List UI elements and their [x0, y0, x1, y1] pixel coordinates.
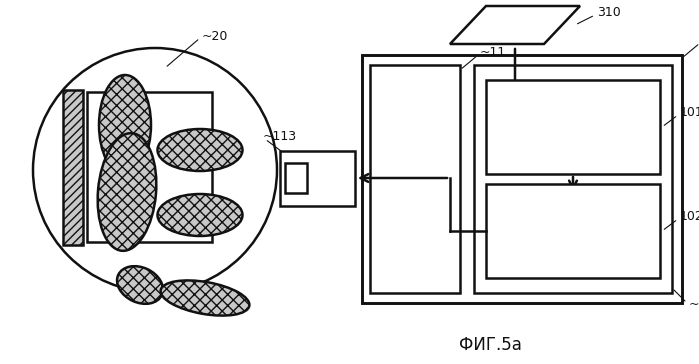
Text: 310: 310 — [597, 7, 621, 20]
Text: ~113: ~113 — [263, 131, 297, 143]
Ellipse shape — [98, 133, 157, 251]
Bar — [280, 151, 355, 206]
Ellipse shape — [99, 75, 151, 175]
Ellipse shape — [117, 266, 163, 304]
Text: 102: 102 — [680, 210, 699, 223]
Text: ~100: ~100 — [689, 298, 699, 312]
Polygon shape — [450, 6, 580, 44]
Bar — [370, 65, 460, 293]
Bar — [362, 55, 682, 303]
Bar — [285, 163, 307, 193]
Text: 101: 101 — [680, 107, 699, 119]
Bar — [474, 65, 672, 293]
Ellipse shape — [161, 280, 250, 316]
Text: ~11: ~11 — [480, 47, 506, 59]
Ellipse shape — [157, 129, 243, 171]
Bar — [486, 184, 660, 278]
Bar — [87, 92, 212, 242]
Bar — [63, 90, 83, 245]
Text: ФИГ.5а: ФИГ.5а — [459, 336, 521, 354]
Ellipse shape — [157, 194, 243, 236]
Text: ~20: ~20 — [202, 29, 229, 43]
Bar — [486, 80, 660, 174]
